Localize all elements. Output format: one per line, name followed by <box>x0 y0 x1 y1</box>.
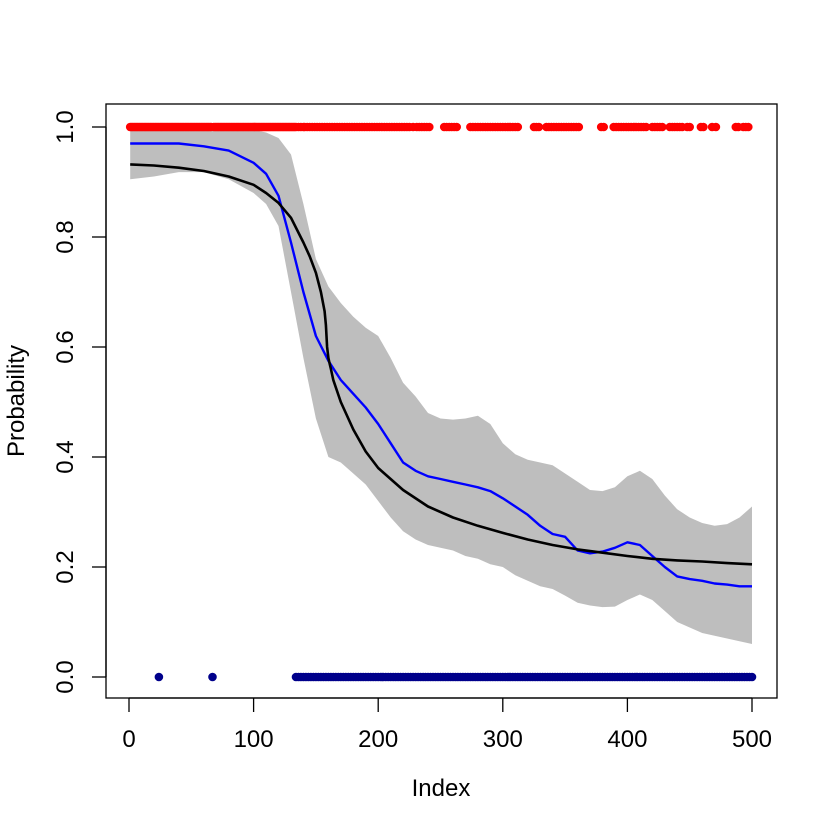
smooth-estimate-line <box>130 142 752 588</box>
curve-layer <box>130 142 753 588</box>
positive-point <box>452 122 462 132</box>
y-axis-label: Probability <box>3 345 30 457</box>
confidence-band-layer <box>130 127 752 644</box>
point-layer <box>125 122 757 682</box>
x-tick-label: 500 <box>732 726 772 753</box>
positive-point <box>685 122 694 132</box>
x-tick-label: 200 <box>358 726 398 753</box>
x-axis-label: Index <box>412 775 471 802</box>
confidence-band <box>130 127 752 644</box>
positive-point <box>711 122 721 132</box>
y-tick-label: 0.8 <box>52 220 79 253</box>
y-tick-label: 1.0 <box>52 110 79 143</box>
y-tick-label: 0.4 <box>52 440 79 473</box>
x-tick-label: 100 <box>234 726 274 753</box>
positive-point <box>534 122 544 132</box>
x-tick-label: 0 <box>122 726 135 753</box>
x-tick-label: 400 <box>607 726 647 753</box>
positive-point <box>425 122 434 132</box>
y-tick-label: 0.0 <box>52 660 79 693</box>
y-tick-label: 0.2 <box>52 550 79 583</box>
positive-point <box>641 122 651 132</box>
axis-layer: 0 100 200 300 400 500 0.0 0.2 0.4 0.6 0.8 1.0 <box>52 110 772 753</box>
x-tick-label: 300 <box>483 726 523 753</box>
negative-point <box>154 672 164 682</box>
y-tick-label: 0.6 <box>52 330 79 363</box>
positive-point <box>599 122 608 132</box>
positive-point <box>744 122 753 132</box>
positive-point <box>699 122 708 132</box>
positive-point <box>574 122 584 132</box>
negative-point <box>208 672 217 682</box>
negative-point <box>747 672 757 682</box>
fitted-curve-line <box>130 163 753 566</box>
positive-point <box>658 122 667 132</box>
positive-point <box>513 122 523 132</box>
